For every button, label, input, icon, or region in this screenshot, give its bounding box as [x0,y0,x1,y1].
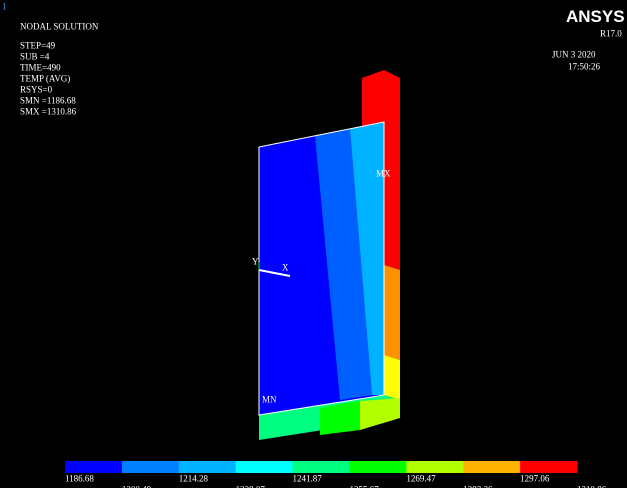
legend-label: 1297.06 [520,473,550,483]
legend-label: 1200.48 [122,484,152,494]
brand-time: 17:50:26 [568,61,601,71]
legend-swatch [236,461,293,473]
legend-label: 1269.47 [406,473,436,483]
max-label: MX [376,168,391,178]
legend-swatch [293,461,350,473]
legend-label: 1310.86 [577,484,607,494]
legend-label: 1283.26 [463,484,493,494]
legend-label: 1255.67 [349,484,379,494]
legend-swatch [349,461,406,473]
legend-swatch [122,461,179,473]
axis-y-label: Y [252,256,259,266]
model [259,70,400,440]
header-line: RSYS=0 [20,84,53,94]
ansys-viewport: 1 NODAL SOLUTION ANSYS R17.0 JUN 3 2020 … [0,0,627,500]
graphics-window: 1 NODAL SOLUTION ANSYS R17.0 JUN 3 2020 … [0,0,627,500]
header-line: SMX =1310.86 [20,106,77,116]
brand-name: ANSYS [566,7,625,26]
legend-swatch [463,461,520,473]
header-line: SMN =1186.68 [20,95,76,105]
header-title: NODAL SOLUTION [20,21,99,31]
legend-swatch [520,461,577,473]
legend-label: 1241.87 [293,473,323,483]
legend-swatch [65,461,122,473]
min-label: MN [262,394,277,404]
legend-label: 1186.68 [65,473,94,483]
brand-date: JUN 3 2020 [552,49,596,59]
header-line: STEP=49 [20,40,56,50]
legend-label: 1228.07 [236,484,266,494]
brand-version: R17.0 [600,28,622,38]
window-number: 1 [2,1,7,11]
header-line: TIME=490 [20,62,61,72]
legend-label: 1214.28 [179,473,209,483]
header-line: TEMP (AVG) [20,73,70,83]
header-line: SUB =4 [20,51,50,61]
axis-x-label: X [282,262,289,272]
legend-swatch [179,461,236,473]
bottom-border [0,488,627,500]
legend-swatch [406,461,463,473]
